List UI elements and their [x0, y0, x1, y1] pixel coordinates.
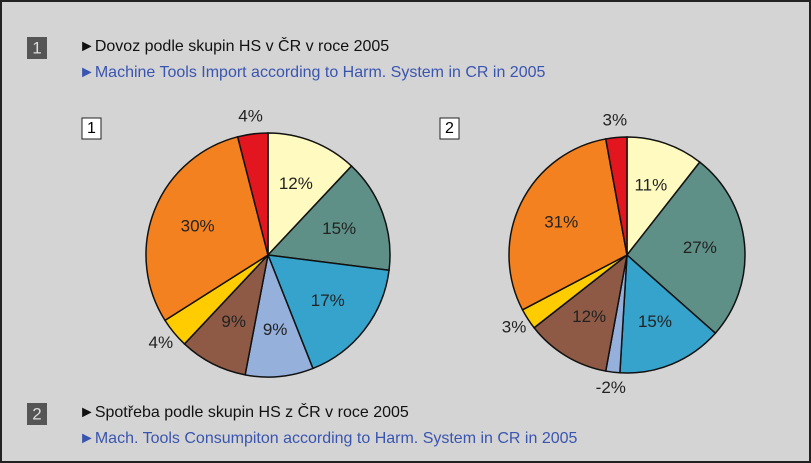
heading-line: ►Mach. Tools Consumpiton according to Ha…: [79, 430, 578, 447]
pie-slice: [626, 136, 701, 258]
pie-slice: [236, 132, 269, 256]
heading-line: ►Dovoz podle skupin HS v ČR v roce 2005: [79, 36, 389, 55]
slice-label: 12%: [279, 174, 313, 193]
slice-label: 31%: [544, 212, 578, 231]
heading-number: 2: [32, 404, 41, 423]
slice-label: 15%: [638, 312, 672, 331]
slice-label: 4%: [149, 333, 174, 352]
heading-line: ►Spotřeba podle skupin HS z ČR v roce 20…: [79, 402, 409, 421]
chart-title: 1: [87, 120, 96, 137]
pie-slice: [145, 135, 269, 322]
slice-label: 30%: [181, 217, 215, 236]
chart-badge: [81, 117, 102, 140]
slice-label: 11%: [634, 175, 667, 194]
slice-label: 3%: [603, 111, 628, 130]
pie-slice: [619, 253, 717, 374]
slice-label: -2%: [596, 378, 626, 397]
pie-slice: [508, 138, 628, 311]
slice-label: 3%: [502, 318, 527, 337]
slice-label: 27%: [683, 238, 717, 257]
slice-label: 15%: [322, 219, 356, 238]
pie-slice: [266, 165, 391, 272]
slice-label: 9%: [263, 320, 288, 339]
pie-slice: [266, 254, 390, 370]
pie-slice: [604, 136, 628, 256]
chart-title: 2: [445, 120, 454, 137]
slice-label: 9%: [221, 312, 246, 331]
heading-line: ►Machine Tools Import according to Harm.…: [79, 64, 546, 81]
chart-badge: [439, 117, 460, 140]
heading-number: 1: [32, 38, 41, 57]
slice-label: 4%: [238, 107, 263, 126]
pie-slice: [267, 132, 353, 257]
heading-badge: [27, 403, 47, 425]
slice-label: 12%: [572, 307, 606, 326]
heading-badge: [27, 37, 47, 59]
pie-slice: [625, 161, 746, 335]
slice-label: 17%: [311, 291, 345, 310]
pie-slice: [533, 253, 629, 372]
